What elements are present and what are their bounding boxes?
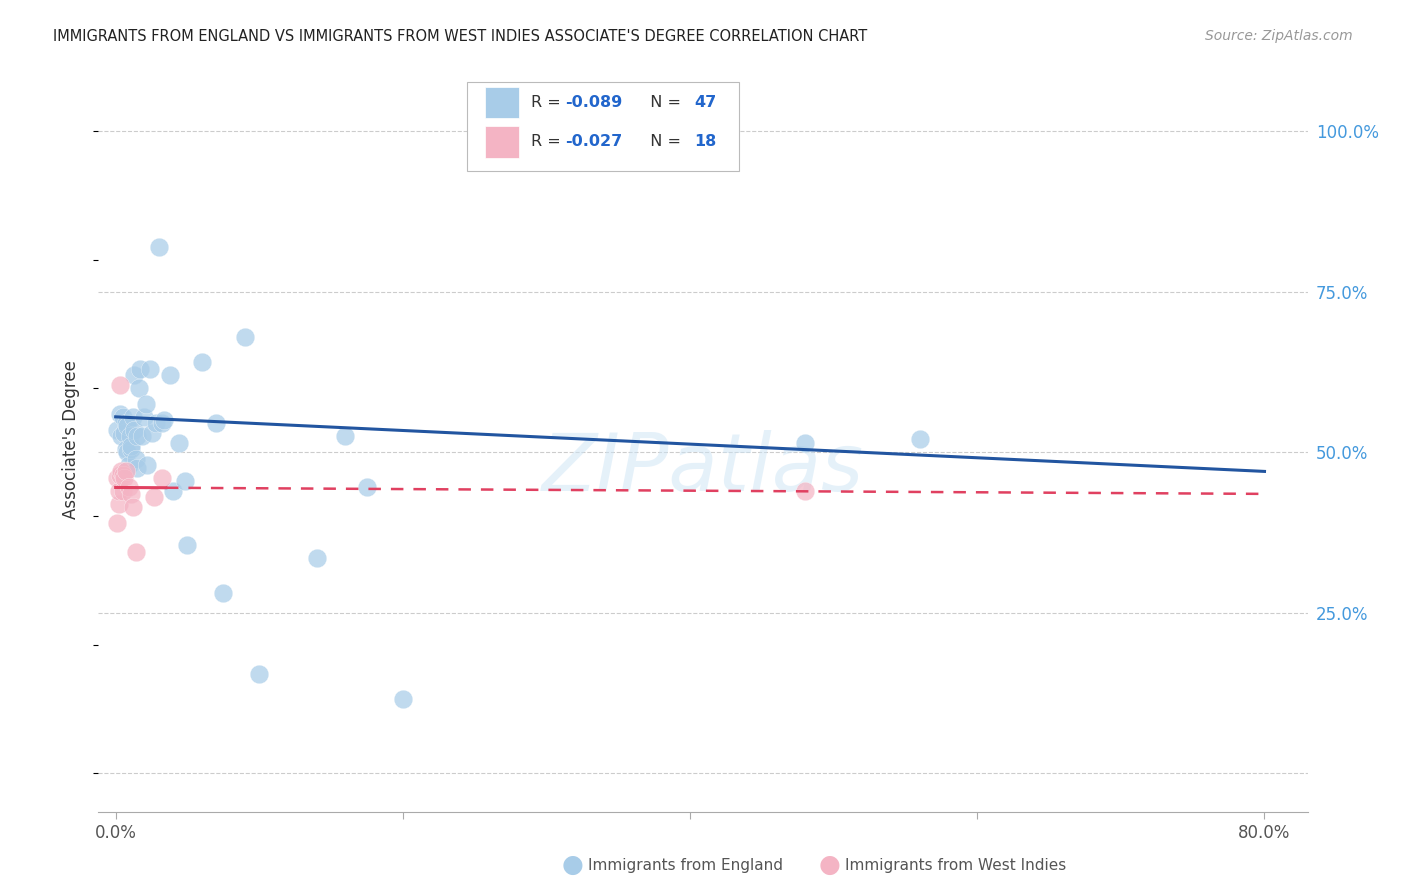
FancyBboxPatch shape: [485, 127, 519, 158]
Point: [145, 417, 167, 431]
Point: [118, 429, 141, 443]
Point: [136, 458, 159, 472]
Point: [124, 423, 146, 437]
Point: [114, 464, 136, 478]
Point: [173, 474, 195, 488]
Point: [135, 397, 157, 411]
Point: [108, 467, 131, 482]
Point: [176, 538, 198, 552]
Point: [127, 461, 149, 475]
Text: -0.089: -0.089: [565, 95, 623, 110]
Point: [392, 692, 415, 706]
Point: [114, 442, 136, 456]
Point: [139, 361, 162, 376]
Point: [127, 429, 149, 443]
Point: [122, 409, 145, 424]
Point: [305, 551, 328, 566]
Text: R =: R =: [531, 135, 567, 150]
Point: [125, 544, 148, 558]
Text: ●: ●: [818, 854, 841, 877]
Point: [105, 423, 128, 437]
Y-axis label: Associate's Degree: Associate's Degree: [62, 359, 80, 519]
Point: [115, 419, 138, 434]
Point: [111, 483, 134, 498]
Point: [159, 368, 181, 383]
Point: [105, 516, 128, 530]
Text: IMMIGRANTS FROM ENGLAND VS IMMIGRANTS FROM WEST INDIES ASSOCIATE'S DEGREE CORREL: IMMIGRANTS FROM ENGLAND VS IMMIGRANTS FR…: [53, 29, 868, 44]
Point: [908, 433, 931, 447]
Point: [117, 480, 139, 494]
Point: [134, 409, 156, 424]
Point: [111, 409, 134, 424]
Point: [191, 355, 214, 369]
Point: [150, 417, 173, 431]
Point: [112, 425, 135, 440]
Text: 47: 47: [695, 95, 717, 110]
Point: [141, 425, 163, 440]
Point: [108, 377, 131, 392]
Text: R =: R =: [531, 95, 567, 110]
Point: [125, 451, 148, 466]
FancyBboxPatch shape: [485, 87, 519, 119]
Point: [105, 471, 128, 485]
Text: 18: 18: [695, 135, 717, 150]
Point: [128, 381, 150, 395]
Point: [114, 417, 136, 431]
Point: [115, 445, 138, 459]
Point: [122, 500, 145, 514]
Point: [117, 458, 139, 472]
Point: [129, 361, 152, 376]
Point: [162, 483, 184, 498]
Text: Immigrants from England: Immigrants from England: [588, 858, 783, 872]
Text: N =: N =: [640, 135, 686, 150]
Point: [233, 329, 256, 343]
Point: [205, 417, 228, 431]
FancyBboxPatch shape: [467, 82, 740, 171]
Point: [108, 407, 131, 421]
Text: ZIPatlas: ZIPatlas: [541, 430, 865, 508]
Text: -0.027: -0.027: [565, 135, 623, 150]
Point: [335, 429, 357, 443]
Point: [131, 429, 153, 443]
Point: [107, 483, 129, 498]
Point: [794, 435, 817, 450]
Point: [247, 666, 270, 681]
Text: N =: N =: [640, 95, 686, 110]
Point: [794, 483, 817, 498]
Point: [110, 429, 132, 443]
Point: [110, 464, 132, 478]
Point: [124, 368, 146, 383]
Text: ●: ●: [561, 854, 583, 877]
Point: [150, 471, 173, 485]
Text: Source: ZipAtlas.com: Source: ZipAtlas.com: [1205, 29, 1353, 43]
Point: [107, 496, 129, 510]
Point: [212, 586, 235, 600]
Point: [356, 480, 378, 494]
Point: [111, 467, 134, 482]
Point: [120, 487, 142, 501]
Point: [153, 413, 176, 427]
Point: [120, 442, 142, 456]
Point: [112, 471, 135, 485]
Point: [143, 490, 166, 504]
Point: [120, 439, 142, 453]
Point: [167, 435, 190, 450]
Point: [148, 240, 170, 254]
Text: Immigrants from West Indies: Immigrants from West Indies: [845, 858, 1066, 872]
